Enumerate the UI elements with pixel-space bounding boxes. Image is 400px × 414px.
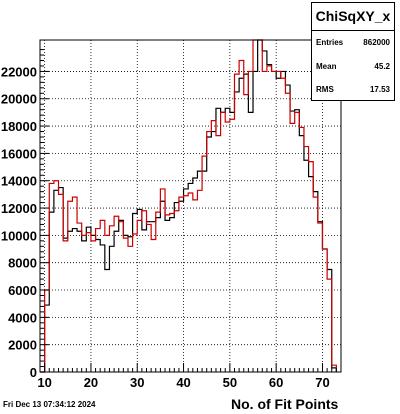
y-tick-label: 8000 [8, 256, 37, 271]
stats-box: ChiSqXY_x Entries 862000 Mean 45.2 RMS 1… [311, 2, 395, 101]
stats-rms-value: 17.53 [369, 85, 390, 94]
x-tick-label: 40 [176, 375, 190, 390]
stats-row-rms: RMS 17.53 [312, 78, 394, 102]
y-tick-label: 10000 [1, 228, 37, 243]
histogram-series-line-1 [40, 39, 337, 373]
y-tick-label: 20000 [1, 92, 37, 107]
histogram-series [40, 39, 337, 373]
x-tick-label: 20 [84, 375, 98, 390]
x-tick-label: 70 [315, 375, 329, 390]
y-tick-label: 2000 [8, 338, 37, 353]
stats-title: ChiSqXY_x [312, 3, 394, 31]
stats-row-entries: Entries 862000 [312, 31, 394, 55]
y-tick-label: 16000 [1, 146, 37, 161]
plot-frame [39, 39, 342, 373]
y-tick-label: 0 [30, 365, 37, 380]
stats-rms-label: RMS [316, 85, 334, 94]
x-axis-title: No. of Fit Points [231, 396, 339, 412]
x-tick-label: 60 [269, 375, 283, 390]
x-tick-label: 50 [223, 375, 237, 390]
stats-row-mean: Mean 45.2 [312, 55, 394, 79]
axes: 10 20 30 40 50 60 70 0 2000 4000 6000 8000 10000 1200… [1, 49, 342, 390]
y-tick-label: 6000 [8, 283, 37, 298]
stats-entries-value: 862000 [363, 38, 390, 47]
date-label: Fri Dec 13 07:34:12 2024 [3, 400, 96, 409]
y-tick-label: 18000 [1, 119, 37, 134]
y-tick-label: 14000 [1, 174, 37, 189]
y-tick-label: 4000 [8, 310, 37, 325]
stats-mean-label: Mean [316, 61, 337, 71]
stats-mean-value: 45.2 [374, 61, 390, 71]
stats-entries-label: Entries [316, 38, 344, 47]
y-tick-label: 22000 [1, 64, 37, 79]
histogram-series-line-0 [40, 39, 337, 373]
x-tick-label: 10 [37, 375, 51, 390]
x-tick-label: 30 [130, 375, 144, 390]
grid-lines [40, 40, 341, 372]
y-tick-label: 12000 [1, 201, 37, 216]
